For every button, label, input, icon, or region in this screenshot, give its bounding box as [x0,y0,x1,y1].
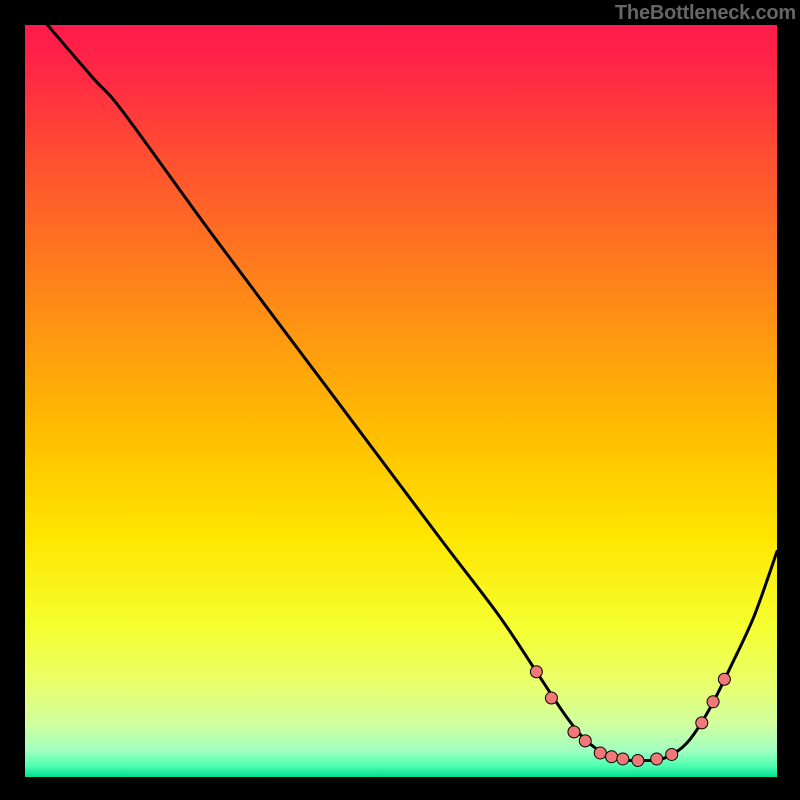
chart-background [25,25,777,777]
data-point [594,747,606,759]
stage: TheBottleneck.com [0,0,800,800]
data-point [568,726,580,738]
data-point [696,717,708,729]
data-point [651,753,663,765]
data-point [666,748,678,760]
data-point [579,735,591,747]
watermark-text: TheBottleneck.com [615,2,796,25]
data-point [606,751,618,763]
bottleneck-chart [25,25,777,777]
data-point [545,692,557,704]
data-point [617,753,629,765]
data-point [632,754,644,766]
data-point [718,673,730,685]
data-point [530,666,542,678]
data-point [707,696,719,708]
